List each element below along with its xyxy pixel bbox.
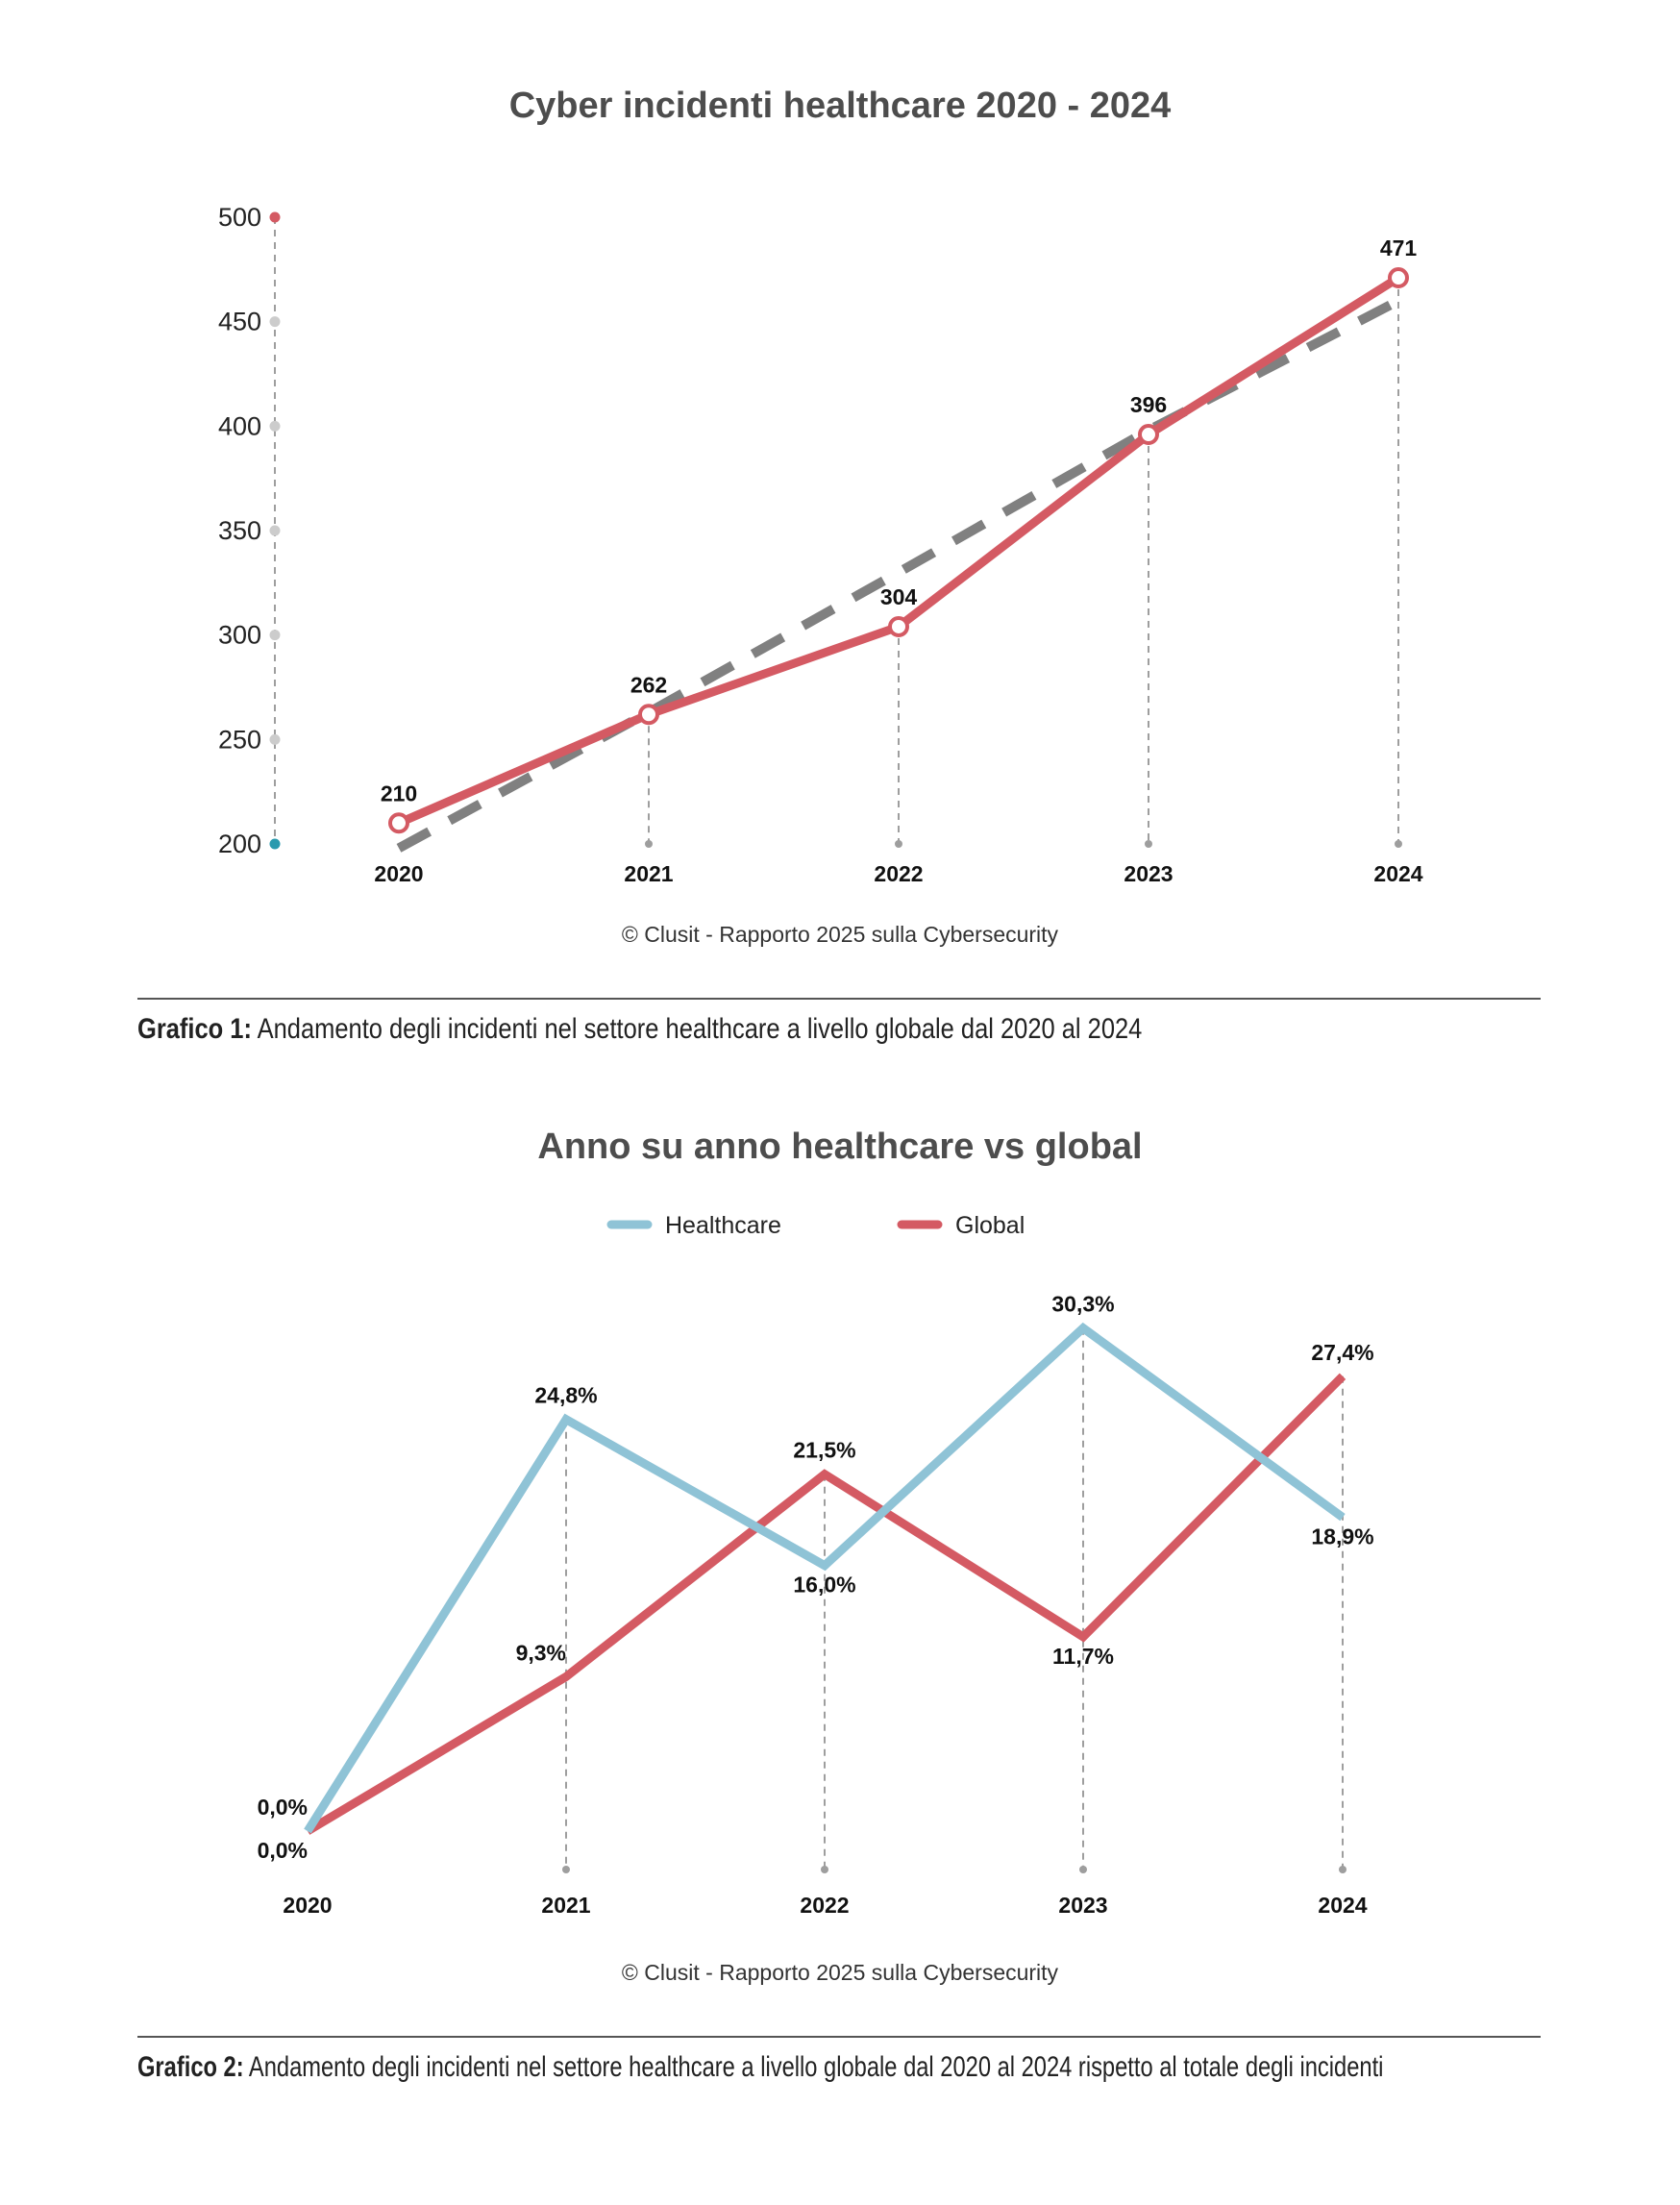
chart-2-title: Anno su anno healthcare vs global <box>537 1127 1142 1167</box>
data-label: 0,0% <box>258 1838 308 1863</box>
x-guide-marker <box>1079 1866 1087 1873</box>
data-point <box>638 704 659 726</box>
legend-label: Healthcare <box>665 1212 781 1239</box>
x-tick-label: 2022 <box>800 1893 849 1918</box>
data-label: 24,8% <box>534 1383 597 1408</box>
caption-2: Grafico 2: Andamento degli incidenti nel… <box>137 2047 1535 2088</box>
x-tick-label: 2023 <box>1058 1893 1107 1918</box>
data-label: 11,7% <box>1052 1644 1114 1669</box>
chart-incidenti-healthcare: Cyber incidenti healthcare 2020 - 2024 20… <box>218 86 1423 947</box>
chart-1-title: Cyber incidenti healthcare 2020 - 2024 <box>509 86 1172 126</box>
data-point <box>1388 267 1409 289</box>
data-label: 304 <box>880 584 918 609</box>
data-point <box>1138 424 1159 446</box>
x-guide-marker <box>895 840 902 848</box>
x-guide-marker <box>1395 840 1402 848</box>
series-line-healthcare <box>304 1322 1346 1834</box>
x-tick-label: 2024 <box>1373 861 1422 886</box>
y-tick-label: 300 <box>218 621 261 650</box>
y-tick-label: 350 <box>218 516 261 545</box>
data-point <box>888 615 909 637</box>
data-label: 21,5% <box>793 1438 855 1463</box>
y-tick-marker <box>269 630 281 641</box>
x-guide-marker <box>562 1866 570 1873</box>
data-point <box>388 812 409 834</box>
y-tick-label: 400 <box>218 411 261 440</box>
data-label: 396 <box>1130 392 1167 417</box>
y-tick-marker <box>269 733 281 745</box>
caption-2-text: Andamento degli incidenti nel settore he… <box>243 2051 1384 2083</box>
data-label: 210 <box>381 780 417 805</box>
x-tick-label: 2021 <box>541 1893 590 1918</box>
x-guide-marker <box>1339 1866 1346 1873</box>
x-guide-marker <box>821 1866 828 1873</box>
caption-2-rule <box>137 2036 1541 2038</box>
caption-1-text: Andamento degli incidenti nel settore he… <box>251 1013 1143 1045</box>
x-tick-label: 2023 <box>1124 861 1173 886</box>
data-label: 16,0% <box>793 1573 855 1598</box>
x-tick-label: 2021 <box>624 861 673 886</box>
y-tick-marker <box>269 316 281 328</box>
caption-1: Grafico 1: Andamento degli incidenti nel… <box>137 1009 1329 1050</box>
legend-label: Global <box>955 1212 1025 1239</box>
chart-2-credit: © Clusit - Rapporto 2025 sulla Cybersecu… <box>622 1960 1059 1985</box>
data-label: 0,0% <box>258 1795 308 1820</box>
x-guide-marker <box>645 840 653 848</box>
x-tick-label: 2020 <box>283 1893 332 1918</box>
x-guide-marker <box>1145 840 1152 848</box>
series-line-global <box>305 1373 1346 1835</box>
caption-1-rule <box>137 998 1541 1000</box>
y-tick-marker <box>269 420 281 432</box>
y-tick-marker <box>269 525 281 536</box>
x-tick-label: 2024 <box>1318 1893 1367 1918</box>
caption-2-label: Grafico 2: <box>137 2051 244 2083</box>
caption-1-label: Grafico 1: <box>137 1013 252 1045</box>
data-label: 30,3% <box>1051 1292 1114 1317</box>
y-tick-label: 450 <box>218 308 261 336</box>
x-tick-label: 2022 <box>874 861 923 886</box>
data-label: 18,9% <box>1311 1524 1373 1549</box>
data-label: 27,4% <box>1311 1340 1373 1365</box>
chart-1-credit: © Clusit - Rapporto 2025 sulla Cybersecu… <box>622 922 1059 947</box>
y-tick-marker <box>269 838 281 850</box>
data-label: 262 <box>630 672 667 697</box>
y-tick-label: 200 <box>218 830 261 858</box>
y-tick-marker <box>269 211 281 223</box>
x-tick-label: 2020 <box>374 861 423 886</box>
y-tick-label: 250 <box>218 725 261 754</box>
data-label: 9,3% <box>516 1640 566 1665</box>
data-label: 471 <box>1380 235 1418 260</box>
y-tick-label: 500 <box>218 203 261 232</box>
